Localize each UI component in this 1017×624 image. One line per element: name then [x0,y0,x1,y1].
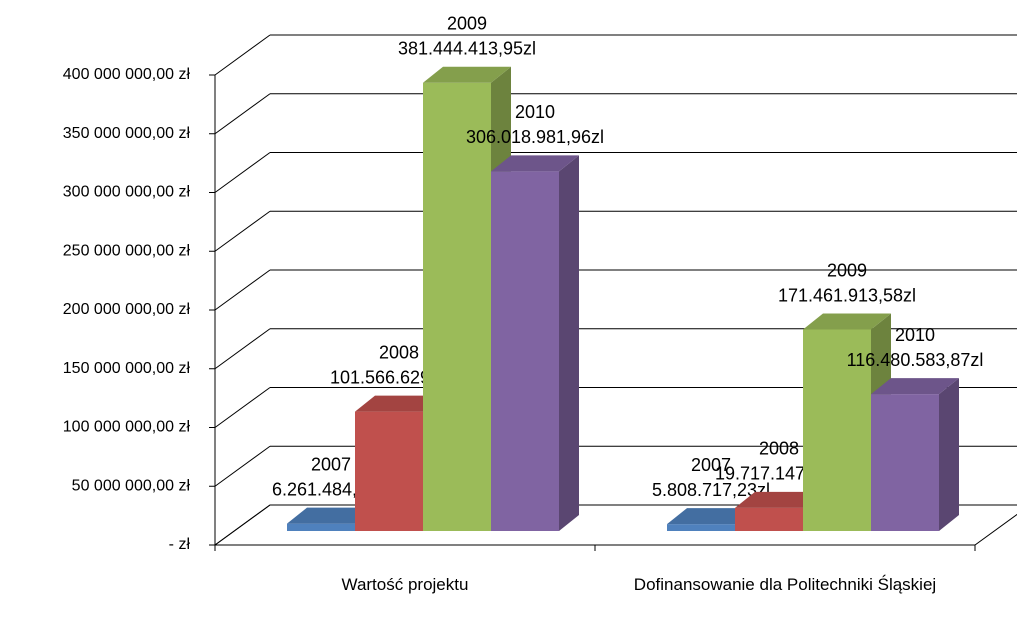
data-label-series: 2009 [447,14,487,34]
grid-line [214,387,271,428]
bar-front [355,411,423,531]
bar-side [559,155,579,532]
y-tick-label: 50 000 000,00 zł [72,477,191,494]
grid-line [214,34,271,76]
data-label: 306.018.981,96zl [466,127,604,147]
bar-top [803,313,891,330]
bar-front [423,82,491,532]
grid-line [214,152,271,193]
bar [871,378,959,531]
bar-top [287,507,375,524]
data-label: 116.480.583,87zl [847,350,984,370]
data-label-series: 2009 [827,260,867,280]
bar-front [803,329,871,531]
data-label: 381.444.413,95zl [398,39,536,59]
y-tick-label: 400 000 000,00 zł [63,66,191,83]
bar-front [735,507,803,531]
bar-top [423,66,511,83]
grid-line [214,210,271,252]
bar-top [735,491,823,508]
bar-front [667,524,735,531]
bar [735,491,823,531]
bar-top [871,378,959,395]
grid-line [214,269,271,311]
data-label: 171.461.913,58zl [778,285,916,305]
data-label-series: 2008 [759,439,799,459]
data-label-series: 2007 [311,454,351,474]
grid-line [214,445,271,487]
x-tick-label: Dofinansowanie dla Politechniki Śląskiej [633,575,937,594]
x-tick-label: Wartość projektu [341,575,469,594]
bar-side [939,378,959,531]
grid-line [214,504,271,546]
y-tick-label: 300 000 000,00 zł [63,184,191,201]
bar-top [667,508,755,525]
y-tick-label: 250 000 000,00 zł [63,242,191,259]
bar-top [355,395,443,412]
data-label-series: 2010 [895,325,935,345]
y-tick-label: 350 000 000,00 zł [63,125,191,142]
bar [491,155,579,532]
bar-top [491,155,579,172]
y-tick-label: 100 000 000,00 zł [63,419,191,436]
bar-front [871,394,939,531]
data-label: 5.808.717,23zl [652,480,770,500]
y-tick-label: - zł [169,536,191,553]
bar-front [287,523,355,531]
data-label-series: 2007 [691,455,731,475]
y-tick-label: 200 000 000,00 zł [63,301,191,318]
y-tick-label: 150 000 000,00 zł [63,360,191,377]
data-label-series: 2008 [379,342,419,362]
grid-line [214,93,271,135]
bar-front [491,171,559,532]
grid-line [214,328,271,370]
data-label-series: 2010 [515,102,555,122]
